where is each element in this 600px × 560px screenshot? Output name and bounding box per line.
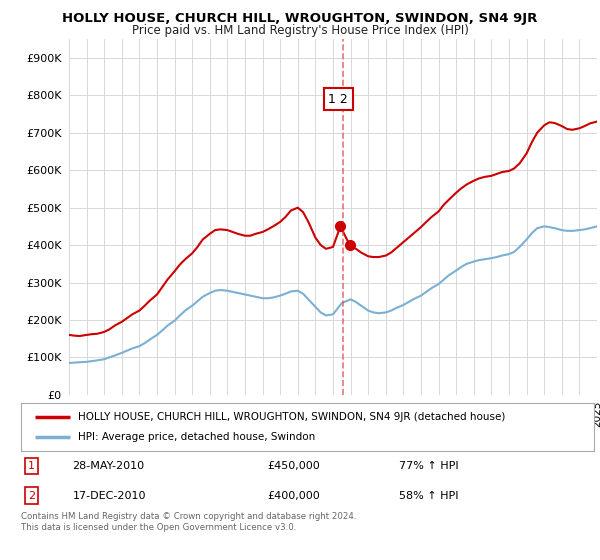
- Text: £450,000: £450,000: [268, 461, 320, 471]
- Text: 1 2: 1 2: [328, 92, 348, 106]
- Text: HOLLY HOUSE, CHURCH HILL, WROUGHTON, SWINDON, SN4 9JR (detached house): HOLLY HOUSE, CHURCH HILL, WROUGHTON, SWI…: [79, 412, 506, 422]
- Text: HOLLY HOUSE, CHURCH HILL, WROUGHTON, SWINDON, SN4 9JR: HOLLY HOUSE, CHURCH HILL, WROUGHTON, SWI…: [62, 12, 538, 25]
- Text: 28-MAY-2010: 28-MAY-2010: [73, 461, 145, 471]
- Text: 77% ↑ HPI: 77% ↑ HPI: [399, 461, 459, 471]
- Text: 2: 2: [28, 491, 35, 501]
- Text: HPI: Average price, detached house, Swindon: HPI: Average price, detached house, Swin…: [79, 432, 316, 442]
- Text: Price paid vs. HM Land Registry's House Price Index (HPI): Price paid vs. HM Land Registry's House …: [131, 24, 469, 36]
- Text: 1: 1: [28, 461, 35, 471]
- Text: Contains HM Land Registry data © Crown copyright and database right 2024.
This d: Contains HM Land Registry data © Crown c…: [21, 512, 356, 532]
- Text: 58% ↑ HPI: 58% ↑ HPI: [399, 491, 458, 501]
- Text: 17-DEC-2010: 17-DEC-2010: [73, 491, 146, 501]
- Text: £400,000: £400,000: [268, 491, 320, 501]
